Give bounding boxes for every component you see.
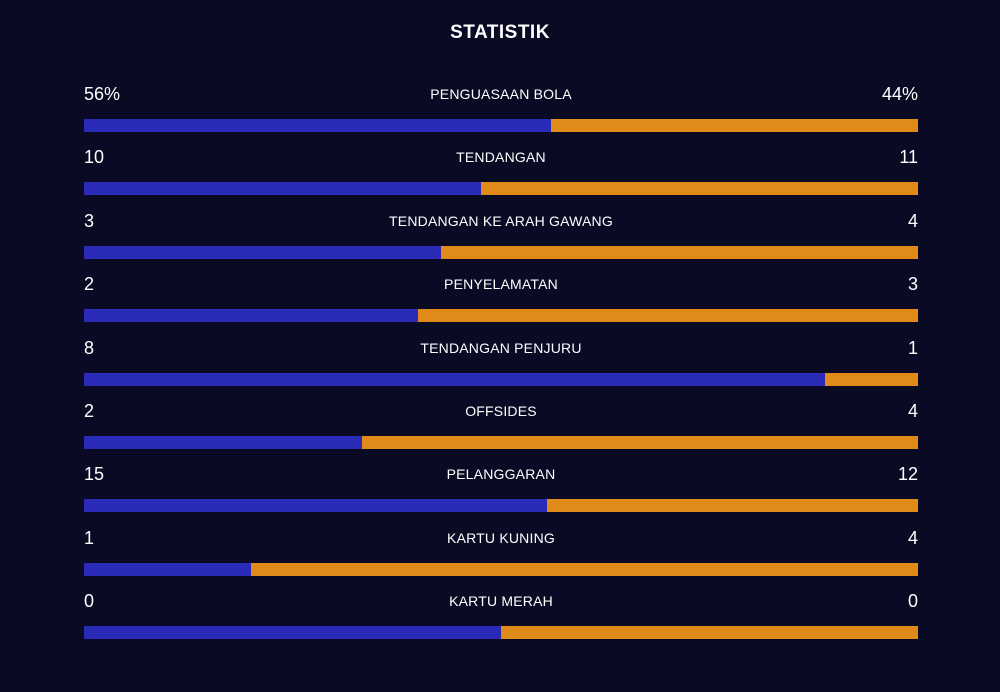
comparison-bar (84, 245, 918, 259)
stat-row: PELANGGARAN 15 12 (84, 460, 918, 523)
away-value: 4 (907, 527, 918, 548)
home-bar-segment (84, 245, 442, 259)
page-title: STATISTIK (450, 22, 550, 43)
stat-label: KARTU KUNING (447, 529, 555, 546)
away-bar-segment (547, 499, 918, 513)
comparison-bar (84, 309, 918, 323)
stat-label: TENDANGAN (456, 149, 546, 166)
home-value: 8 (84, 337, 95, 358)
away-value: 11 (899, 147, 918, 168)
away-bar-segment (481, 182, 918, 196)
stat-row: KARTU MERAH 0 0 (84, 587, 918, 650)
stats-list: PENGUASAAN BOLA 56% 44% TENDANGAN 10 11 TENDAN… (84, 80, 918, 651)
stat-header: OFFSIDES 2 4 (84, 397, 918, 435)
away-value: 44% (881, 84, 918, 104)
away-bar-segment (361, 435, 918, 449)
away-bar-segment (825, 372, 918, 386)
stat-row: TENDANGAN PENJURU 8 1 (84, 334, 918, 397)
stat-header: PENGUASAAN BOLA 56% 44% (84, 80, 918, 118)
comparison-bar (84, 119, 918, 132)
stat-row: KARTU KUNING 1 4 (84, 524, 918, 587)
home-bar-segment (84, 626, 501, 640)
stat-label: TENDANGAN KE ARAH GAWANG (389, 212, 613, 229)
stat-header: KARTU MERAH 0 0 (84, 587, 918, 625)
home-value: 15 (84, 464, 105, 485)
home-value: 2 (84, 400, 95, 421)
stat-header: TENDANGAN 10 11 (84, 143, 918, 181)
stat-label: PENYELAMATAN (444, 276, 558, 293)
stat-row: TENDANGAN 10 11 (84, 143, 918, 206)
stat-header: TENDANGAN KE ARAH GAWANG 3 4 (84, 207, 918, 245)
comparison-bar (84, 626, 918, 640)
away-bar-segment (417, 309, 918, 323)
home-value: 10 (84, 147, 105, 168)
home-bar-segment (84, 372, 826, 386)
away-value: 0 (907, 591, 918, 612)
stat-row: TENDANGAN KE ARAH GAWANG 3 4 (84, 207, 918, 270)
away-value: 4 (907, 210, 918, 231)
stat-label: PELANGGARAN (446, 466, 556, 483)
home-bar-segment (84, 182, 482, 196)
home-value: 0 (84, 591, 95, 612)
stat-row: PENYELAMATAN 2 3 (84, 270, 918, 333)
stat-label: KARTU MERAH (449, 593, 553, 610)
away-value: 12 (897, 464, 918, 485)
home-bar-segment (84, 119, 552, 132)
away-value: 4 (907, 400, 918, 421)
comparison-bar (84, 562, 918, 576)
stat-label: TENDANGAN PENJURU (420, 339, 582, 356)
stat-header: TENDANGAN PENJURU 8 1 (84, 334, 918, 372)
stat-label: OFFSIDES (465, 402, 537, 419)
comparison-bar (84, 499, 918, 513)
stat-row: OFFSIDES 2 4 (84, 397, 918, 460)
away-value: 3 (907, 274, 918, 295)
away-bar-segment (250, 562, 918, 576)
stat-header: KARTU KUNING 1 4 (84, 524, 918, 562)
stat-header: PENYELAMATAN 2 3 (84, 270, 918, 308)
stat-row: PENGUASAAN BOLA 56% 44% (84, 80, 918, 143)
home-bar-segment (84, 309, 418, 323)
away-value: 1 (907, 337, 918, 358)
comparison-bar (84, 182, 918, 196)
home-value: 56% (84, 84, 121, 104)
home-value: 2 (84, 274, 95, 295)
away-bar-segment (441, 245, 918, 259)
stat-header: PELANGGARAN 15 12 (84, 460, 918, 498)
stat-label: PENGUASAAN BOLA (430, 86, 572, 102)
away-bar-segment (501, 626, 918, 640)
home-value: 1 (84, 527, 95, 548)
away-bar-segment (551, 119, 918, 132)
comparison-bar (84, 372, 918, 386)
home-bar-segment (84, 562, 251, 576)
home-bar-segment (84, 499, 548, 513)
comparison-bar (84, 435, 918, 449)
home-bar-segment (84, 435, 362, 449)
home-value: 3 (84, 210, 95, 231)
